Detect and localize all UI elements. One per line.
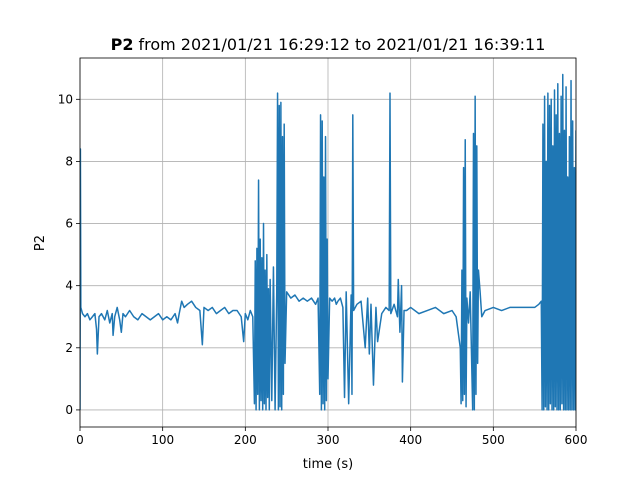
y-tick-label: 4 [65,279,73,293]
line-series [80,73,576,411]
y-axis-label: P2 [33,235,48,251]
x-tick-label: 100 [151,433,174,447]
chart-title: P2 from 2021/01/21 16:29:12 to 2021/01/21… [111,35,546,54]
x-tick-label: 500 [482,433,505,447]
title-bold: P2 [111,35,134,54]
x-tick-label: 200 [234,433,257,447]
title-rest: from 2021/01/21 16:29:12 to 2021/01/21 1… [138,35,545,54]
y-tick-label: 10 [58,92,73,106]
y-tick-label: 6 [65,217,73,231]
x-tick-label: 0 [76,433,84,447]
y-tick-label: 8 [65,154,73,168]
x-tick-label: 300 [317,433,340,447]
y-tick-label: 2 [65,341,73,355]
plot-frame [79,57,577,428]
x-tick-label: 400 [399,433,422,447]
x-tick-label: 600 [565,433,588,447]
x-axis-label: time (s) [303,457,353,472]
y-tick-label: 0 [65,403,73,417]
